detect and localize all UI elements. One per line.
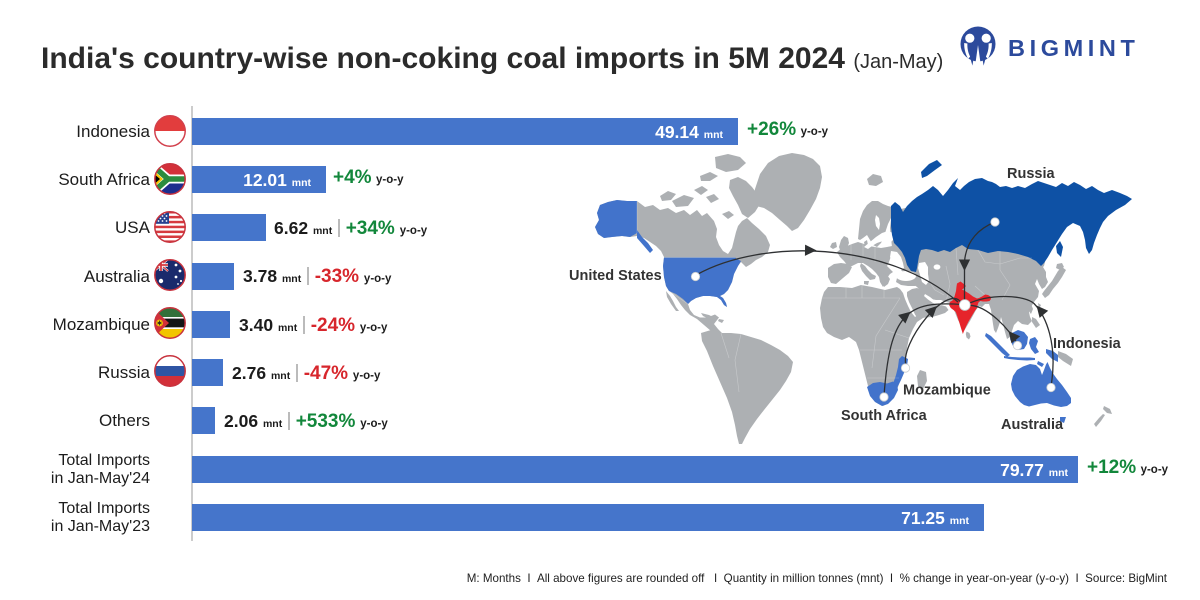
svg-text:Russia: Russia xyxy=(1007,166,1055,182)
svg-text:Mozambique: Mozambique xyxy=(903,383,991,399)
svg-text:Indonesia: Indonesia xyxy=(1053,336,1122,352)
svg-text:United States: United States xyxy=(569,268,662,284)
svg-text:Australia: Australia xyxy=(1001,417,1064,433)
svg-text:South Africa: South Africa xyxy=(841,408,928,424)
svg-text:BIGMINT: BIGMINT xyxy=(1008,35,1139,61)
